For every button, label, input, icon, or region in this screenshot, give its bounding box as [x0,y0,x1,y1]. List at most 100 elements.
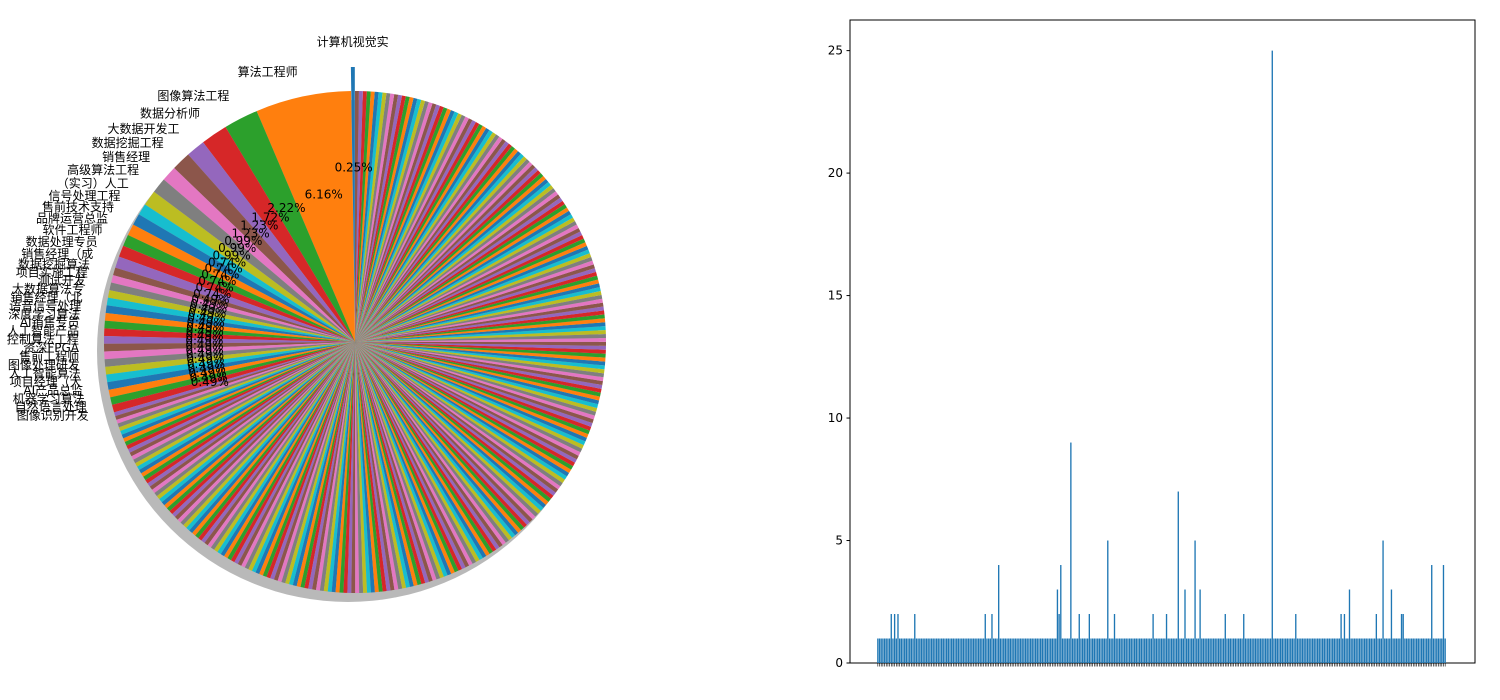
pie-slice-percent: 6.16% [305,188,343,202]
pie-slice [355,146,515,342]
bar [1409,638,1411,663]
pie-slice [355,342,579,460]
pie-slice-label: 语音信号处理 [9,298,81,313]
bar [1011,638,1013,663]
pie-slice [355,143,512,342]
bar [1073,638,1075,663]
bar [998,565,1000,663]
y-tick-label: 15 [828,289,843,303]
pie-slice-percent: 0.49% [186,324,224,338]
bar [922,638,924,663]
bar [1065,638,1067,663]
pie-slice [355,342,387,592]
bar [900,638,903,663]
pie-slice [138,204,355,342]
pie-slice [355,113,462,342]
bar [1100,638,1102,663]
pie-slice [355,342,606,366]
pie-slice [355,132,497,342]
bar [1165,614,1168,663]
pie-slice [109,282,356,342]
pie-slice-label: 图像识别开发 [17,407,89,422]
pie-slice [355,342,589,438]
pie-slice [355,342,597,416]
bar [1135,638,1137,663]
pie-slice [355,342,594,424]
pie-slice-label: 计算机视觉实 [317,34,389,49]
bar [1379,638,1381,663]
bar [937,638,939,663]
pie-slice [355,342,546,508]
pie-slice [126,342,355,450]
pie-slice-percent: 0.74% [198,274,236,288]
pie-slice-percent: 1.72% [251,210,289,224]
pie-slice [312,342,355,590]
pie-slice [355,342,606,358]
pie-slice [351,342,356,593]
pie-slice [355,279,600,342]
pie-slice [355,91,359,342]
bar [984,614,986,663]
bar [939,638,941,663]
pie-slice [355,342,576,467]
pie-slice [355,294,603,342]
bar [1187,638,1190,663]
pie-slice [355,342,519,536]
bar [1360,638,1362,663]
pie-slice [355,342,577,463]
bar [1320,638,1322,663]
bar [945,638,948,663]
bar [1217,638,1220,663]
pie-slice [355,224,579,342]
pie-slice [230,342,355,563]
pie-slice [355,153,524,342]
bar [1254,638,1257,663]
pie-slice [355,342,483,560]
bar [1370,638,1372,663]
bar [1318,638,1320,663]
pie-slice [355,167,538,342]
bar [935,638,938,663]
bar [1274,638,1277,663]
pie-slice [145,342,355,484]
bar [878,638,881,663]
pie-slice [355,130,493,342]
bar [1310,638,1312,663]
pie-slice [355,127,490,342]
pie-slice [355,342,536,520]
bar [1013,638,1015,663]
pie-slice [355,342,554,499]
pie-slice [273,342,355,581]
pie-slice [355,342,375,593]
bar [880,638,882,663]
bar [956,638,958,663]
pie-slice [355,342,480,562]
pie-slice [355,342,584,449]
pie-slice [355,103,437,343]
bar [1293,638,1295,663]
bar [1055,638,1057,663]
bar [1004,638,1007,663]
pie-slice-percent: 0.49% [186,352,224,366]
pie-slice [355,98,422,342]
pie-slice [355,116,469,343]
pie-slice [355,114,466,342]
bar [1253,638,1255,663]
bar [1400,614,1403,663]
bar [1115,638,1117,663]
bar [1332,638,1334,663]
pie-slice [355,210,572,342]
bar [1316,638,1319,663]
bar [1269,638,1272,663]
bar [1098,638,1101,663]
pie-slice [355,342,437,581]
bar [1061,638,1064,663]
bar [942,638,944,663]
pie-slice [355,94,399,342]
bar [1380,638,1383,663]
bar [1071,638,1074,663]
bar [1321,638,1324,663]
pie-slice [220,342,355,557]
bar [1224,614,1226,663]
pie-slice [355,175,546,342]
